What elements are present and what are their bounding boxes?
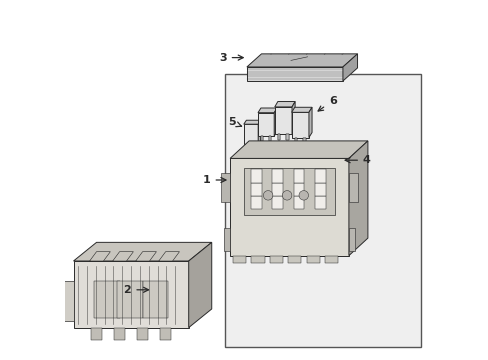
Polygon shape: [137, 328, 148, 339]
Polygon shape: [258, 108, 277, 113]
Polygon shape: [246, 144, 248, 148]
Polygon shape: [112, 252, 133, 261]
Polygon shape: [233, 256, 245, 264]
Polygon shape: [261, 136, 263, 141]
Text: 4: 4: [345, 155, 370, 165]
Polygon shape: [221, 173, 230, 202]
Polygon shape: [261, 136, 263, 141]
Polygon shape: [288, 256, 301, 264]
Bar: [224, 74, 420, 347]
Polygon shape: [286, 134, 288, 140]
Polygon shape: [258, 113, 274, 136]
Polygon shape: [308, 107, 311, 138]
Polygon shape: [303, 138, 305, 143]
Bar: [250, 195, 261, 209]
Polygon shape: [258, 120, 260, 144]
Polygon shape: [294, 138, 297, 143]
Polygon shape: [292, 146, 305, 165]
Bar: [142, 281, 167, 318]
Bar: [272, 170, 283, 183]
Bar: [314, 170, 325, 183]
Bar: [293, 183, 304, 196]
Polygon shape: [223, 228, 230, 251]
Text: 2: 2: [123, 285, 148, 295]
Polygon shape: [286, 134, 288, 140]
Polygon shape: [268, 136, 271, 141]
Polygon shape: [348, 173, 357, 202]
Bar: [272, 183, 283, 196]
Polygon shape: [292, 143, 308, 146]
Circle shape: [263, 190, 272, 200]
Polygon shape: [306, 256, 319, 264]
Polygon shape: [114, 328, 125, 339]
Polygon shape: [274, 102, 295, 107]
Polygon shape: [246, 54, 357, 67]
Polygon shape: [295, 165, 297, 169]
Polygon shape: [291, 107, 311, 112]
Polygon shape: [91, 328, 102, 339]
Bar: [244, 168, 334, 215]
Polygon shape: [277, 134, 280, 140]
Polygon shape: [277, 134, 280, 140]
Polygon shape: [244, 124, 258, 144]
Bar: [293, 195, 304, 209]
Bar: [94, 281, 120, 318]
Text: 3: 3: [219, 53, 243, 63]
Polygon shape: [274, 107, 291, 134]
Polygon shape: [305, 143, 308, 165]
Bar: [293, 170, 304, 183]
Circle shape: [298, 190, 308, 200]
Polygon shape: [274, 108, 277, 136]
Text: 5: 5: [227, 117, 241, 127]
Bar: [272, 195, 283, 209]
Text: 6: 6: [318, 96, 336, 111]
Bar: [314, 183, 325, 196]
Polygon shape: [136, 252, 156, 261]
Polygon shape: [73, 261, 188, 328]
Polygon shape: [269, 256, 283, 264]
Polygon shape: [301, 165, 302, 169]
Polygon shape: [73, 242, 211, 261]
Polygon shape: [348, 228, 355, 251]
Polygon shape: [89, 252, 110, 261]
Circle shape: [282, 190, 291, 200]
Polygon shape: [294, 138, 297, 143]
Polygon shape: [60, 281, 73, 321]
Polygon shape: [230, 158, 348, 256]
Polygon shape: [291, 102, 295, 134]
Polygon shape: [244, 120, 260, 124]
Polygon shape: [268, 136, 271, 141]
Bar: [250, 183, 261, 196]
Polygon shape: [291, 112, 308, 138]
Polygon shape: [252, 144, 254, 148]
Polygon shape: [251, 256, 264, 264]
Polygon shape: [230, 141, 367, 158]
Polygon shape: [348, 141, 367, 256]
Bar: [314, 195, 325, 209]
Polygon shape: [160, 328, 171, 339]
Bar: [250, 170, 261, 183]
Polygon shape: [188, 242, 211, 328]
Polygon shape: [325, 256, 338, 264]
Text: 1: 1: [203, 175, 225, 185]
Polygon shape: [159, 252, 179, 261]
Polygon shape: [342, 54, 357, 81]
Polygon shape: [246, 67, 342, 81]
Polygon shape: [303, 138, 305, 143]
Bar: [117, 281, 142, 318]
